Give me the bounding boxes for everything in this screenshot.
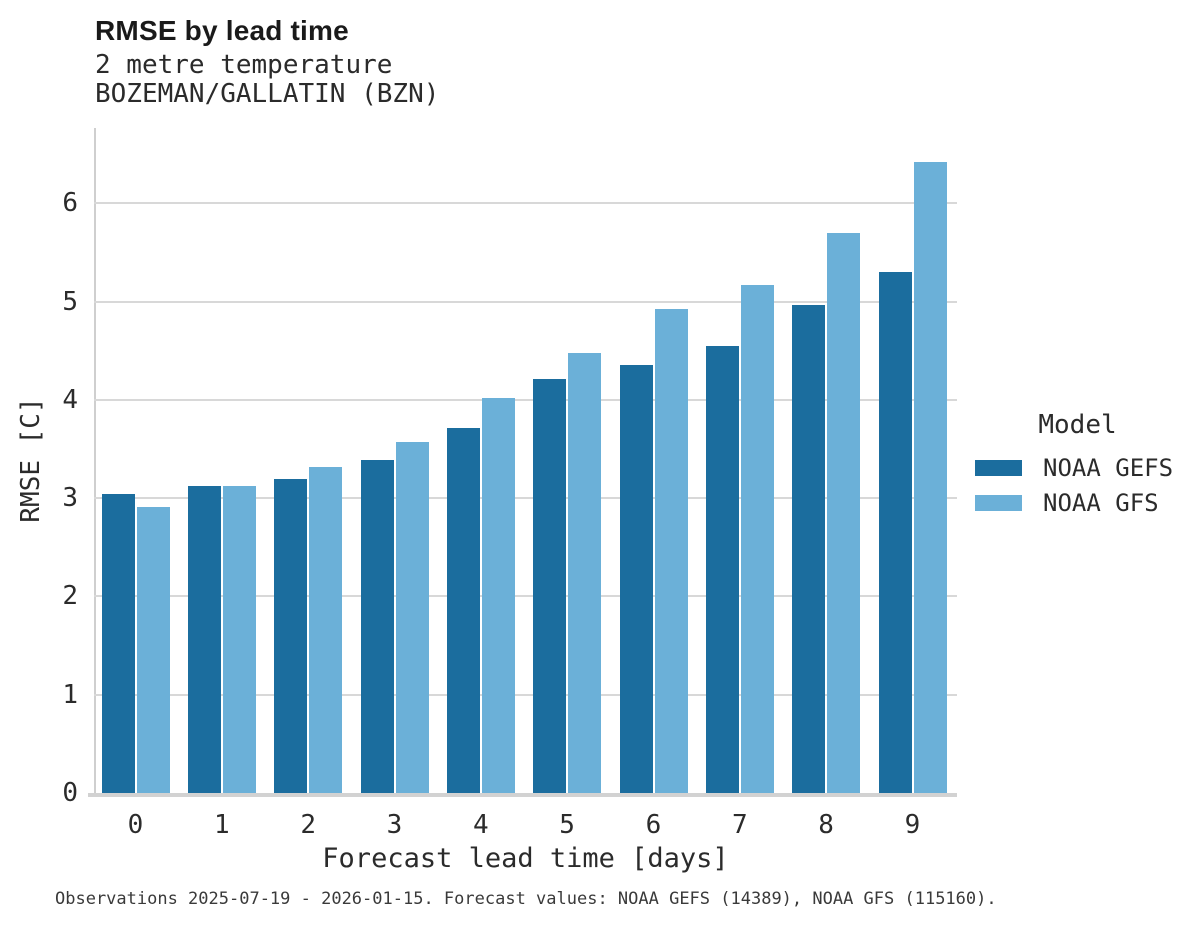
bar-noaa-gfs-day-7 — [740, 284, 774, 793]
chart-title: RMSE by lead time — [95, 15, 349, 46]
bar-noaa-gfs-day-8 — [827, 232, 861, 793]
y-tick-label-2: 2 — [62, 581, 78, 612]
x-tick-label-6: 6 — [645, 810, 662, 840]
bar-noaa-gefs-day-8 — [792, 305, 826, 793]
y-tick-label-3: 3 — [62, 483, 78, 514]
y-tick-label-6: 6 — [62, 188, 78, 219]
bar-noaa-gefs-day-5 — [533, 379, 567, 793]
y-tick-label-5: 5 — [62, 286, 78, 317]
bar-noaa-gefs-day-2 — [274, 479, 308, 793]
legend-item-noaa-gefs: NOAA GEFS — [975, 453, 1180, 483]
bar-noaa-gefs-day-3 — [360, 459, 394, 793]
y-tick-label-1: 1 — [62, 679, 78, 710]
bar-noaa-gefs-day-7 — [705, 345, 739, 793]
bar-noaa-gfs-day-9 — [913, 161, 947, 793]
bar-noaa-gfs-day-4 — [481, 397, 515, 793]
bar-noaa-gefs-day-6 — [619, 365, 653, 793]
bar-noaa-gfs-day-2 — [309, 466, 343, 793]
legend-label-noaa-gfs: NOAA GFS — [1043, 489, 1159, 517]
bar-noaa-gfs-day-5 — [568, 352, 602, 793]
plot-area — [88, 128, 957, 797]
bar-noaa-gefs-day-1 — [187, 486, 221, 793]
x-tick-label-0: 0 — [127, 810, 144, 840]
gridline-y-5 — [94, 300, 957, 303]
chart-subtitle-variable: 2 metre temperature — [95, 50, 393, 80]
legend-label-noaa-gefs: NOAA GEFS — [1043, 454, 1174, 482]
legend-item-noaa-gfs: NOAA GFS — [975, 488, 1180, 518]
gridline-y-2 — [94, 595, 957, 598]
bar-noaa-gefs-day-9 — [878, 272, 912, 793]
gridline-y-1 — [94, 693, 957, 696]
bar-noaa-gfs-day-0 — [136, 506, 170, 793]
bar-noaa-gfs-day-6 — [654, 309, 688, 793]
gridline-y-6 — [94, 202, 957, 205]
y-axis-line — [94, 128, 96, 793]
x-axis-line — [88, 793, 957, 797]
figure-caption: Observations 2025-07-19 - 2026-01-15. Fo… — [55, 889, 997, 909]
x-tick-label-5: 5 — [559, 810, 575, 840]
bar-noaa-gfs-day-1 — [222, 486, 256, 793]
legend: Model NOAA GEFS NOAA GFS — [975, 410, 1180, 518]
y-tick-label-0: 0 — [62, 778, 78, 808]
x-tick-label-9: 9 — [904, 810, 921, 840]
bar-noaa-gefs-day-0 — [101, 494, 135, 793]
x-tick-label-2: 2 — [300, 810, 317, 840]
gridline-y-3 — [94, 497, 957, 500]
legend-title: Model — [1038, 410, 1117, 440]
bar-noaa-gfs-day-3 — [395, 442, 429, 793]
x-tick-label-3: 3 — [386, 810, 403, 840]
x-axis-label: Forecast lead time [days] — [322, 843, 729, 874]
y-tick-label-4: 4 — [62, 384, 78, 415]
x-tick-label-8: 8 — [818, 810, 834, 840]
x-tick-label-4: 4 — [472, 810, 489, 840]
bar-noaa-gefs-day-4 — [446, 428, 480, 793]
gridline-y-4 — [94, 398, 957, 401]
chart-subtitle-station: BOZEMAN/GALLATIN (BZN) — [95, 79, 440, 109]
legend-swatch-noaa-gefs-icon — [975, 460, 1022, 476]
x-tick-label-7: 7 — [731, 810, 748, 840]
legend-swatch-noaa-gfs-icon — [975, 495, 1022, 511]
x-tick-label-1: 1 — [213, 810, 230, 840]
